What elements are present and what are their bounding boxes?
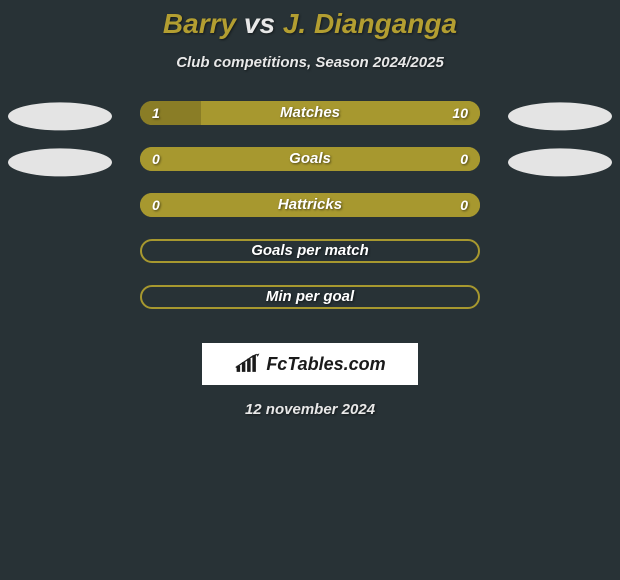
stat-row: Goals00 bbox=[0, 145, 620, 191]
player1-avatar bbox=[8, 102, 112, 130]
bar-track bbox=[140, 239, 480, 263]
bar-fill-left bbox=[140, 101, 201, 125]
page-title: Barry vs J. Dianganga bbox=[0, 0, 620, 40]
date-text: 12 november 2024 bbox=[0, 401, 620, 418]
brand-text: FcTables.com bbox=[266, 354, 385, 375]
bar-fill-left bbox=[140, 193, 310, 217]
bar-fill-right bbox=[201, 101, 480, 125]
bar-track bbox=[140, 285, 480, 309]
bar-fill-right bbox=[310, 193, 480, 217]
bar-fill-left bbox=[140, 147, 310, 171]
bar-track bbox=[140, 101, 480, 125]
bar-fill-right bbox=[310, 147, 480, 171]
bar-track bbox=[140, 193, 480, 217]
bar-track bbox=[140, 147, 480, 171]
stat-row: Goals per match bbox=[0, 237, 620, 283]
player2-avatar bbox=[508, 102, 612, 130]
player1-name: Barry bbox=[163, 8, 236, 39]
stat-rows: Matches110Goals00Hattricks00Goals per ma… bbox=[0, 99, 620, 329]
bar-chart-icon bbox=[234, 353, 262, 375]
comparison-infographic: Barry vs J. Dianganga Club competitions,… bbox=[0, 0, 620, 580]
player2-name: J. Dianganga bbox=[283, 8, 457, 39]
stat-row: Hattricks00 bbox=[0, 191, 620, 237]
player1-avatar bbox=[8, 148, 112, 176]
player2-avatar bbox=[508, 148, 612, 176]
stat-row: Matches110 bbox=[0, 99, 620, 145]
subtitle: Club competitions, Season 2024/2025 bbox=[0, 54, 620, 71]
brand-box: FcTables.com bbox=[202, 343, 418, 385]
vs-text: vs bbox=[244, 8, 275, 39]
stat-row: Min per goal bbox=[0, 283, 620, 329]
